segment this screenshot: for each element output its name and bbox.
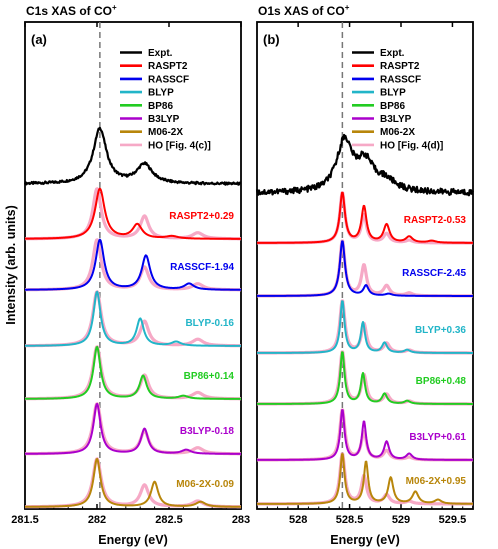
panel-b-plot: 528 528.5 529 529.5 RASPT2-0.53 RASSCF-2.45 BL…	[255, 22, 475, 526]
panel-a-title: C1s XAS of CO+	[26, 3, 117, 18]
series-annotation: RASPT2-0.53	[404, 215, 467, 226]
series-line-b3lyp	[24, 402, 242, 455]
panel-b-label: (b)	[263, 32, 280, 47]
series-line-blyp	[256, 300, 474, 354]
legend-entry: B3LYP	[148, 114, 180, 125]
legend-entry: Expt.	[380, 48, 405, 59]
series-line-expt-	[255, 133, 475, 197]
series-annotation: BP86+0.48	[416, 376, 467, 387]
panel-b-x-axis-label: Energy (eV)	[330, 533, 399, 547]
series-line-rasscf	[256, 240, 474, 297]
panel-b-frame	[256, 21, 474, 510]
legend-entry: B3LYP	[380, 114, 412, 125]
series-line-rasscf	[24, 238, 242, 291]
legend-entry: BLYP	[148, 88, 174, 99]
legend-entry: RASSCF	[380, 74, 421, 85]
x-tick-label: 529	[392, 514, 410, 526]
x-tick-label: 282.5	[155, 514, 183, 526]
series-annotation: BLYP-0.16	[185, 318, 234, 329]
series-line-m06-2x	[24, 457, 242, 508]
series-annotation: RASSCF-1.94	[170, 262, 234, 273]
x-tick-label: 528.5	[336, 514, 364, 526]
legend-entry: RASPT2	[148, 61, 188, 72]
series-line-b3lyp	[256, 409, 474, 461]
panel-a-x-axis-label: Energy (eV)	[98, 533, 167, 547]
series-line-raspt2	[256, 191, 474, 244]
x-tick-label: 282	[88, 514, 106, 526]
series-annotation: RASPT2+0.29	[169, 211, 234, 222]
x-tick-label: 528	[289, 514, 307, 526]
panel-b-title: O1s XAS of CO+	[258, 3, 350, 18]
legend-entry: BP86	[380, 101, 405, 112]
legend-entry: RASSCF	[148, 74, 189, 85]
x-tick-label: 283	[232, 514, 250, 526]
series-annotation: M06-2X+0.95	[406, 476, 467, 487]
x-tick-label: 281.5	[11, 514, 39, 526]
series-line-bp86	[256, 351, 474, 405]
series-annotation: BP86+0.14	[184, 371, 235, 382]
series-line-m06-2x	[256, 453, 474, 505]
legend-entry: BLYP	[380, 88, 406, 99]
series-annotation: B3LYP-0.18	[180, 426, 235, 437]
panel-a-plot: 281.5 282 282.5 283 RASPT2+0.29 RASSCF-1.94 BL…	[11, 22, 250, 526]
series-annotation: RASSCF-2.45	[402, 268, 466, 279]
panel-a-label: (a)	[31, 32, 47, 47]
legend-entry: M06-2X	[148, 127, 183, 138]
y-axis-label: Intensity (arb. units)	[4, 205, 18, 324]
x-tick-label: 529.5	[439, 514, 467, 526]
panel-a-frame	[24, 21, 242, 510]
series-line-blyp	[24, 290, 242, 347]
series-line-raspt2	[24, 187, 242, 240]
series-line-expt-	[23, 126, 242, 186]
legend-entry: BP86	[148, 101, 173, 112]
legend-entry: M06-2X	[380, 127, 415, 138]
series-annotation: M06-2X-0.09	[176, 479, 234, 490]
legend-entry: HO [Fig. 4(d)]	[380, 140, 443, 151]
series-annotation: BLYP+0.36	[415, 325, 466, 336]
series-annotation: B3LYP+0.61	[409, 432, 466, 443]
legend-entry: Expt.	[148, 48, 173, 59]
legend-entry: HO [Fig. 4(c)]	[148, 140, 211, 151]
legend-entry: RASPT2	[380, 61, 420, 72]
series-line-bp86	[24, 345, 242, 400]
